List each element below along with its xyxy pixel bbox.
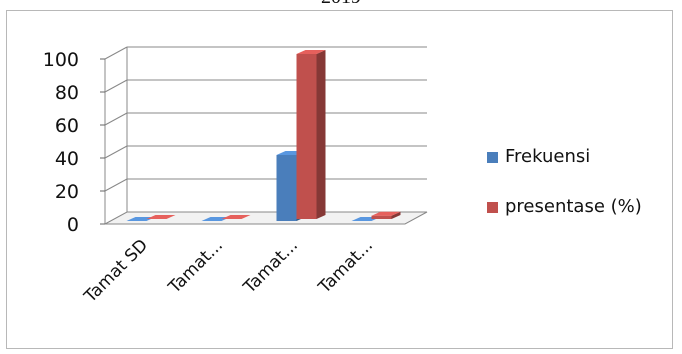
bar-front bbox=[276, 155, 297, 221]
bar-presentase bbox=[371, 211, 401, 219]
bar-top bbox=[296, 50, 326, 54]
legend-swatch bbox=[487, 152, 498, 163]
bar-front bbox=[371, 215, 392, 219]
category-label: Tamat... bbox=[239, 235, 302, 298]
legend-label: presentase (%) bbox=[505, 196, 642, 217]
bar-frekuensi bbox=[201, 217, 231, 221]
legend-swatch bbox=[487, 202, 498, 213]
y-tick-label: 40 bbox=[55, 148, 79, 170]
bar-presentase bbox=[146, 215, 176, 219]
category-label: Tamat... bbox=[314, 235, 377, 298]
bar-side bbox=[316, 50, 326, 219]
category-labels: Tamat SD Tamat... Tamat... Tamat... bbox=[80, 235, 377, 307]
bar-top bbox=[201, 217, 231, 221]
y-tick-label: 60 bbox=[55, 115, 79, 137]
bars-layer bbox=[126, 50, 401, 221]
bar-side bbox=[391, 211, 401, 219]
bar-front bbox=[296, 54, 317, 219]
y-tick-label: 80 bbox=[55, 82, 79, 104]
legend-label: Frekuensi bbox=[505, 146, 590, 167]
y-tick-labels: 0 20 40 60 80 100 bbox=[43, 49, 79, 236]
bar-presentase bbox=[221, 215, 251, 219]
y-tick-label: 0 bbox=[67, 214, 79, 236]
bar-frekuensi bbox=[126, 217, 156, 221]
legend: Frekuensi presentase (%) bbox=[487, 146, 642, 217]
y-tick-label: 20 bbox=[55, 181, 79, 203]
bar-presentase bbox=[296, 50, 326, 219]
gridline-side bbox=[104, 145, 128, 159]
bar-top bbox=[126, 217, 156, 221]
gridline-side bbox=[104, 178, 128, 192]
bar-top bbox=[146, 215, 176, 219]
gridline-side bbox=[104, 79, 128, 93]
category-label: Tamat... bbox=[164, 235, 227, 298]
y-tick-label: 100 bbox=[43, 49, 79, 71]
gridline-side bbox=[104, 112, 128, 126]
chart-floor bbox=[104, 211, 428, 225]
category-label: Tamat SD bbox=[80, 235, 152, 307]
bar-top bbox=[371, 211, 401, 216]
grid-layer bbox=[100, 46, 428, 225]
gridline-side bbox=[104, 46, 128, 60]
bar-top bbox=[221, 215, 251, 219]
top-cut-text: 2019 bbox=[0, 0, 682, 9]
